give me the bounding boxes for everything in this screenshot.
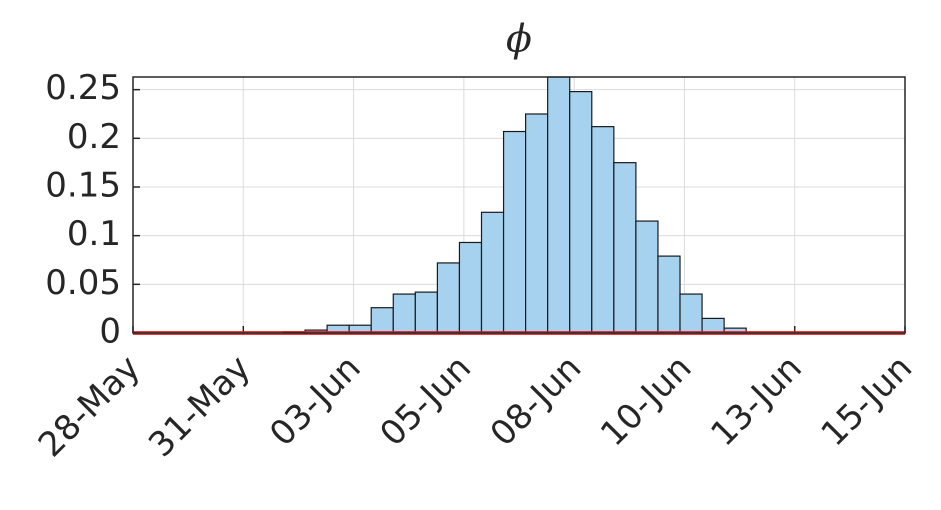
bar: [480, 211, 505, 334]
bar: [370, 307, 394, 334]
y-tick-label: 0.2: [67, 117, 121, 157]
bar: [414, 291, 438, 334]
y-tick-label: 0.05: [45, 263, 121, 303]
y-tick-label: 0.1: [67, 214, 121, 254]
bar: [613, 162, 637, 334]
x-tick-label: 05-Jun: [372, 348, 478, 454]
x-tick-label: 03-Jun: [262, 348, 368, 454]
x-tick-label: 08-Jun: [483, 348, 589, 454]
x-tick-label: 13-Jun: [703, 348, 809, 454]
bar: [392, 293, 416, 334]
bar: [436, 262, 461, 334]
bar: [635, 220, 659, 334]
bar: [657, 255, 681, 334]
x-tick-label: 10-Jun: [593, 348, 699, 454]
chart-title: ϕ: [506, 17, 532, 61]
y-tick-label: 0.15: [45, 165, 121, 205]
y-tick-label: 0.25: [45, 68, 121, 108]
bar: [525, 113, 549, 334]
x-tick-label: 31-May: [141, 348, 258, 465]
bar: [591, 126, 615, 334]
x-tick-label: 15-Jun: [814, 348, 920, 454]
y-tick-label: 0: [99, 312, 121, 352]
bar: [502, 130, 527, 334]
bar: [547, 76, 571, 334]
bar: [569, 91, 593, 334]
bar: [679, 293, 703, 334]
x-tick-label: 28-May: [31, 348, 148, 465]
bar: [701, 317, 725, 334]
bar: [458, 241, 483, 334]
axes-box: [132, 76, 906, 334]
